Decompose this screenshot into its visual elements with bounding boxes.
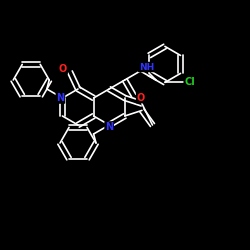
Text: N: N xyxy=(105,122,113,132)
Text: O: O xyxy=(59,64,67,74)
Text: O: O xyxy=(137,92,145,102)
Text: Cl: Cl xyxy=(184,78,195,88)
Text: N: N xyxy=(56,93,64,103)
Text: NH: NH xyxy=(139,62,154,72)
